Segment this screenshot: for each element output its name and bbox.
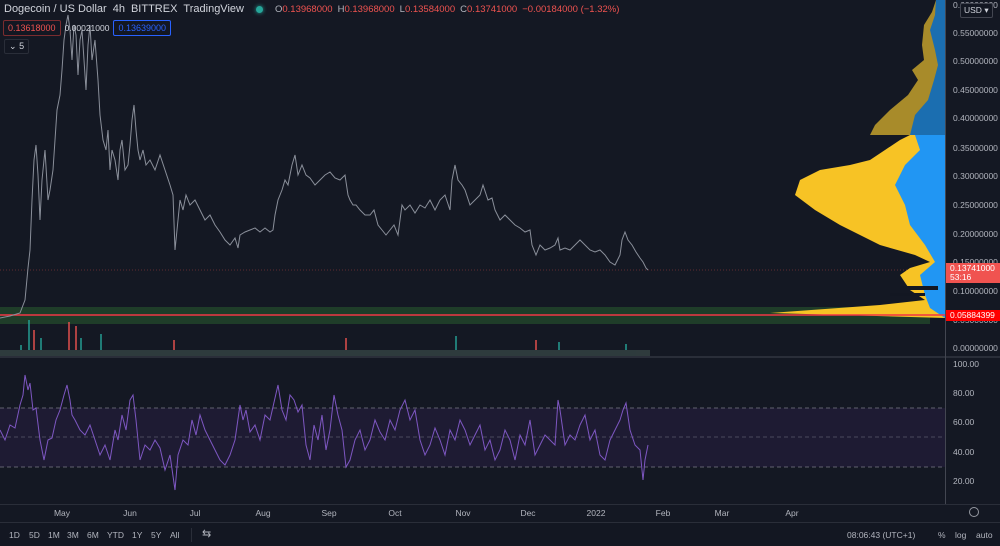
range-1d-button[interactable]: 1D: [9, 530, 20, 540]
market-status-icon: [255, 5, 263, 13]
price-label: 0.00000000: [953, 343, 998, 353]
time-label: Aug: [255, 508, 271, 518]
rsi-label: 100.00: [953, 359, 979, 369]
price-label: 0.50000000: [953, 56, 998, 66]
close-value: 0.13741000: [467, 3, 518, 15]
range-6m-button[interactable]: 6M: [87, 530, 99, 540]
settings-gear-icon[interactable]: [969, 507, 979, 517]
range-all-button[interactable]: All: [170, 530, 180, 540]
indicators-toggle-button[interactable]: ⌄ 5: [4, 39, 30, 54]
time-label: Feb: [655, 508, 671, 518]
price-label: 0.15000000: [953, 257, 998, 267]
price-label: 0.45000000: [953, 85, 998, 95]
chevron-down-icon: ⌄: [9, 41, 17, 51]
high-value: 0.13968000: [344, 3, 395, 15]
low-value: 0.13584000: [404, 3, 456, 15]
bar-countdown: 53:16: [950, 272, 972, 282]
range-5y-button[interactable]: 5Y: [151, 530, 162, 540]
toolbar-divider: [191, 528, 192, 542]
volume-profile: [770, 0, 945, 318]
time-label: May: [53, 508, 71, 518]
price-series: [0, 14, 649, 319]
open-value: 0.13968000: [282, 3, 333, 15]
auto-toggle[interactable]: auto: [976, 530, 993, 540]
price-axis[interactable]: 0.60000000 0.55000000 0.50000000 0.45000…: [945, 0, 1000, 504]
time-label: Dec: [520, 508, 536, 518]
price-label: 0.40000000: [953, 113, 998, 123]
range-3m-button[interactable]: 3M: [67, 530, 79, 540]
log-toggle[interactable]: log: [955, 530, 967, 540]
price-label: 0.20000000: [953, 229, 998, 239]
last-price: 0.13741000: [950, 263, 995, 273]
time-axis[interactable]: May Jun Jul Aug Sep Oct Nov Dec 2022 Feb…: [0, 504, 1000, 521]
time-label: Jul: [189, 508, 201, 518]
time-label: Apr: [785, 508, 799, 518]
rsi-label: 60.00: [953, 417, 975, 427]
time-label: Nov: [455, 508, 471, 518]
clock[interactable]: 08:06:43 (UTC+1): [847, 530, 916, 540]
range-5d-button[interactable]: 5D: [29, 530, 40, 540]
currency-selector[interactable]: USD ▾: [960, 3, 993, 18]
bottom-toolbar: 1D 5D 1M 3M 6M YTD 1Y 5Y All ⇆ 08:06:43 …: [0, 522, 1000, 546]
last-price-tag: 0.13741000 53:16: [946, 263, 1000, 283]
data-source: TradingView: [183, 3, 244, 15]
range-1y-button[interactable]: 1Y: [132, 530, 143, 540]
time-label: Oct: [388, 508, 402, 518]
rsi-label: 80.00: [953, 388, 975, 398]
symbol-name[interactable]: Dogecoin / US Dollar: [4, 3, 107, 15]
price-label: 0.25000000: [953, 200, 998, 210]
rsi-label: 20.00: [953, 476, 975, 486]
time-label: Sep: [321, 508, 337, 518]
range-ytd-button[interactable]: YTD: [107, 530, 124, 540]
time-label: Mar: [714, 508, 730, 518]
volume-bars: [0, 320, 650, 356]
price-label: 0.30000000: [953, 171, 998, 181]
spread-value: 0.00021000: [64, 23, 110, 33]
rsi-pane: [0, 374, 945, 491]
pane-separator[interactable]: [0, 356, 1000, 358]
chart-canvas[interactable]: [0, 0, 945, 504]
ohlc-values: O0.13968000 H0.13968000 L0.13584000 C0.1…: [274, 3, 620, 15]
price-label: 0.35000000: [953, 143, 998, 153]
change-value: −0.00184000 (−1.32%): [522, 3, 620, 15]
exchange: BITTREX: [130, 3, 178, 15]
goto-date-icon[interactable]: ⇆: [202, 528, 212, 540]
price-label: 0.55000000: [953, 28, 998, 38]
trade-buttons: 0.13618000 0.00021000 0.13639000: [3, 20, 172, 36]
rsi-label: 40.00: [953, 447, 975, 457]
sell-button[interactable]: 0.13618000: [3, 20, 61, 36]
buy-button[interactable]: 0.13639000: [113, 20, 172, 36]
percent-toggle[interactable]: %: [938, 530, 946, 540]
time-label: Jun: [123, 508, 137, 518]
price-label: 0.10000000: [953, 286, 998, 296]
range-1m-button[interactable]: 1M: [48, 530, 60, 540]
horizontal-line-price-tag: 0.05884399: [946, 310, 1000, 321]
symbol-legend: Dogecoin / US Dollar 4h BITTREX TradingV…: [4, 3, 619, 15]
time-label: 2022: [586, 508, 606, 518]
interval: 4h: [112, 3, 125, 15]
indicators-count: 5: [19, 41, 25, 51]
